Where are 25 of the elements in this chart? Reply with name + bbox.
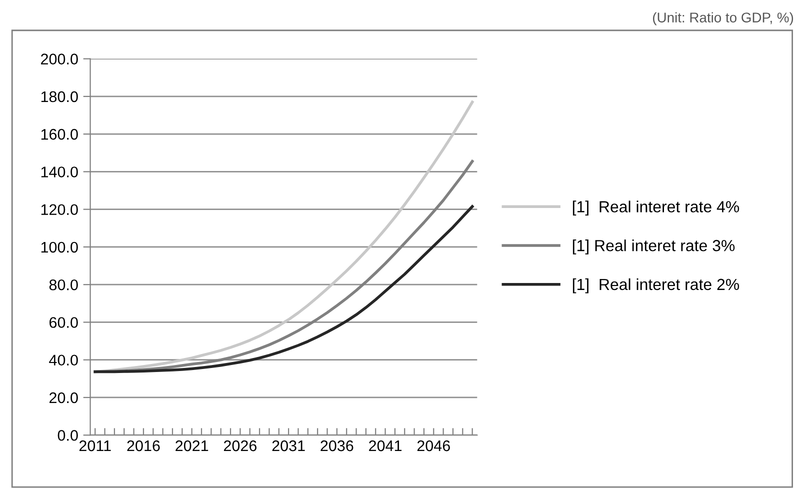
x-tick-label: 2016	[127, 440, 160, 452]
x-tick-label: 2011	[79, 440, 111, 452]
line-series	[94, 205, 474, 374]
y-tick-label: 60.0	[50, 317, 78, 328]
y-tick-label: 20.0	[50, 392, 78, 404]
line-series	[94, 100, 474, 374]
x-tick-label: 2046	[417, 440, 450, 452]
x-tick-label: 2041	[369, 440, 402, 452]
y-tick-label: 120.0	[41, 204, 78, 216]
text: (Unit: Ratio to GDP, %)	[653, 12, 794, 26]
legend-label: [1] Real interet rate 4%	[572, 200, 740, 216]
x-tick-label: 2021	[176, 440, 208, 452]
y-tick-label: 160.0	[41, 128, 78, 140]
x-tick-label: 2036	[320, 440, 354, 452]
y-tick-label: 140.0	[41, 166, 78, 178]
legend-label: [1] Real interet rate 3%	[572, 240, 735, 254]
x-tick-label: 2031	[272, 440, 305, 452]
x-tick-label: 2026	[224, 440, 257, 452]
y-tick-label: 100.0	[41, 242, 78, 253]
y-tick-label: 80.0	[49, 279, 78, 290]
y-tick-label: 0.0	[58, 430, 78, 441]
y-tick-label: 40.0	[49, 354, 78, 366]
y-tick-label: 200.0	[41, 54, 78, 64]
y-tick-label: 180.0	[41, 91, 78, 102]
legend-label: [1] Real interet rate 2%	[572, 278, 740, 294]
